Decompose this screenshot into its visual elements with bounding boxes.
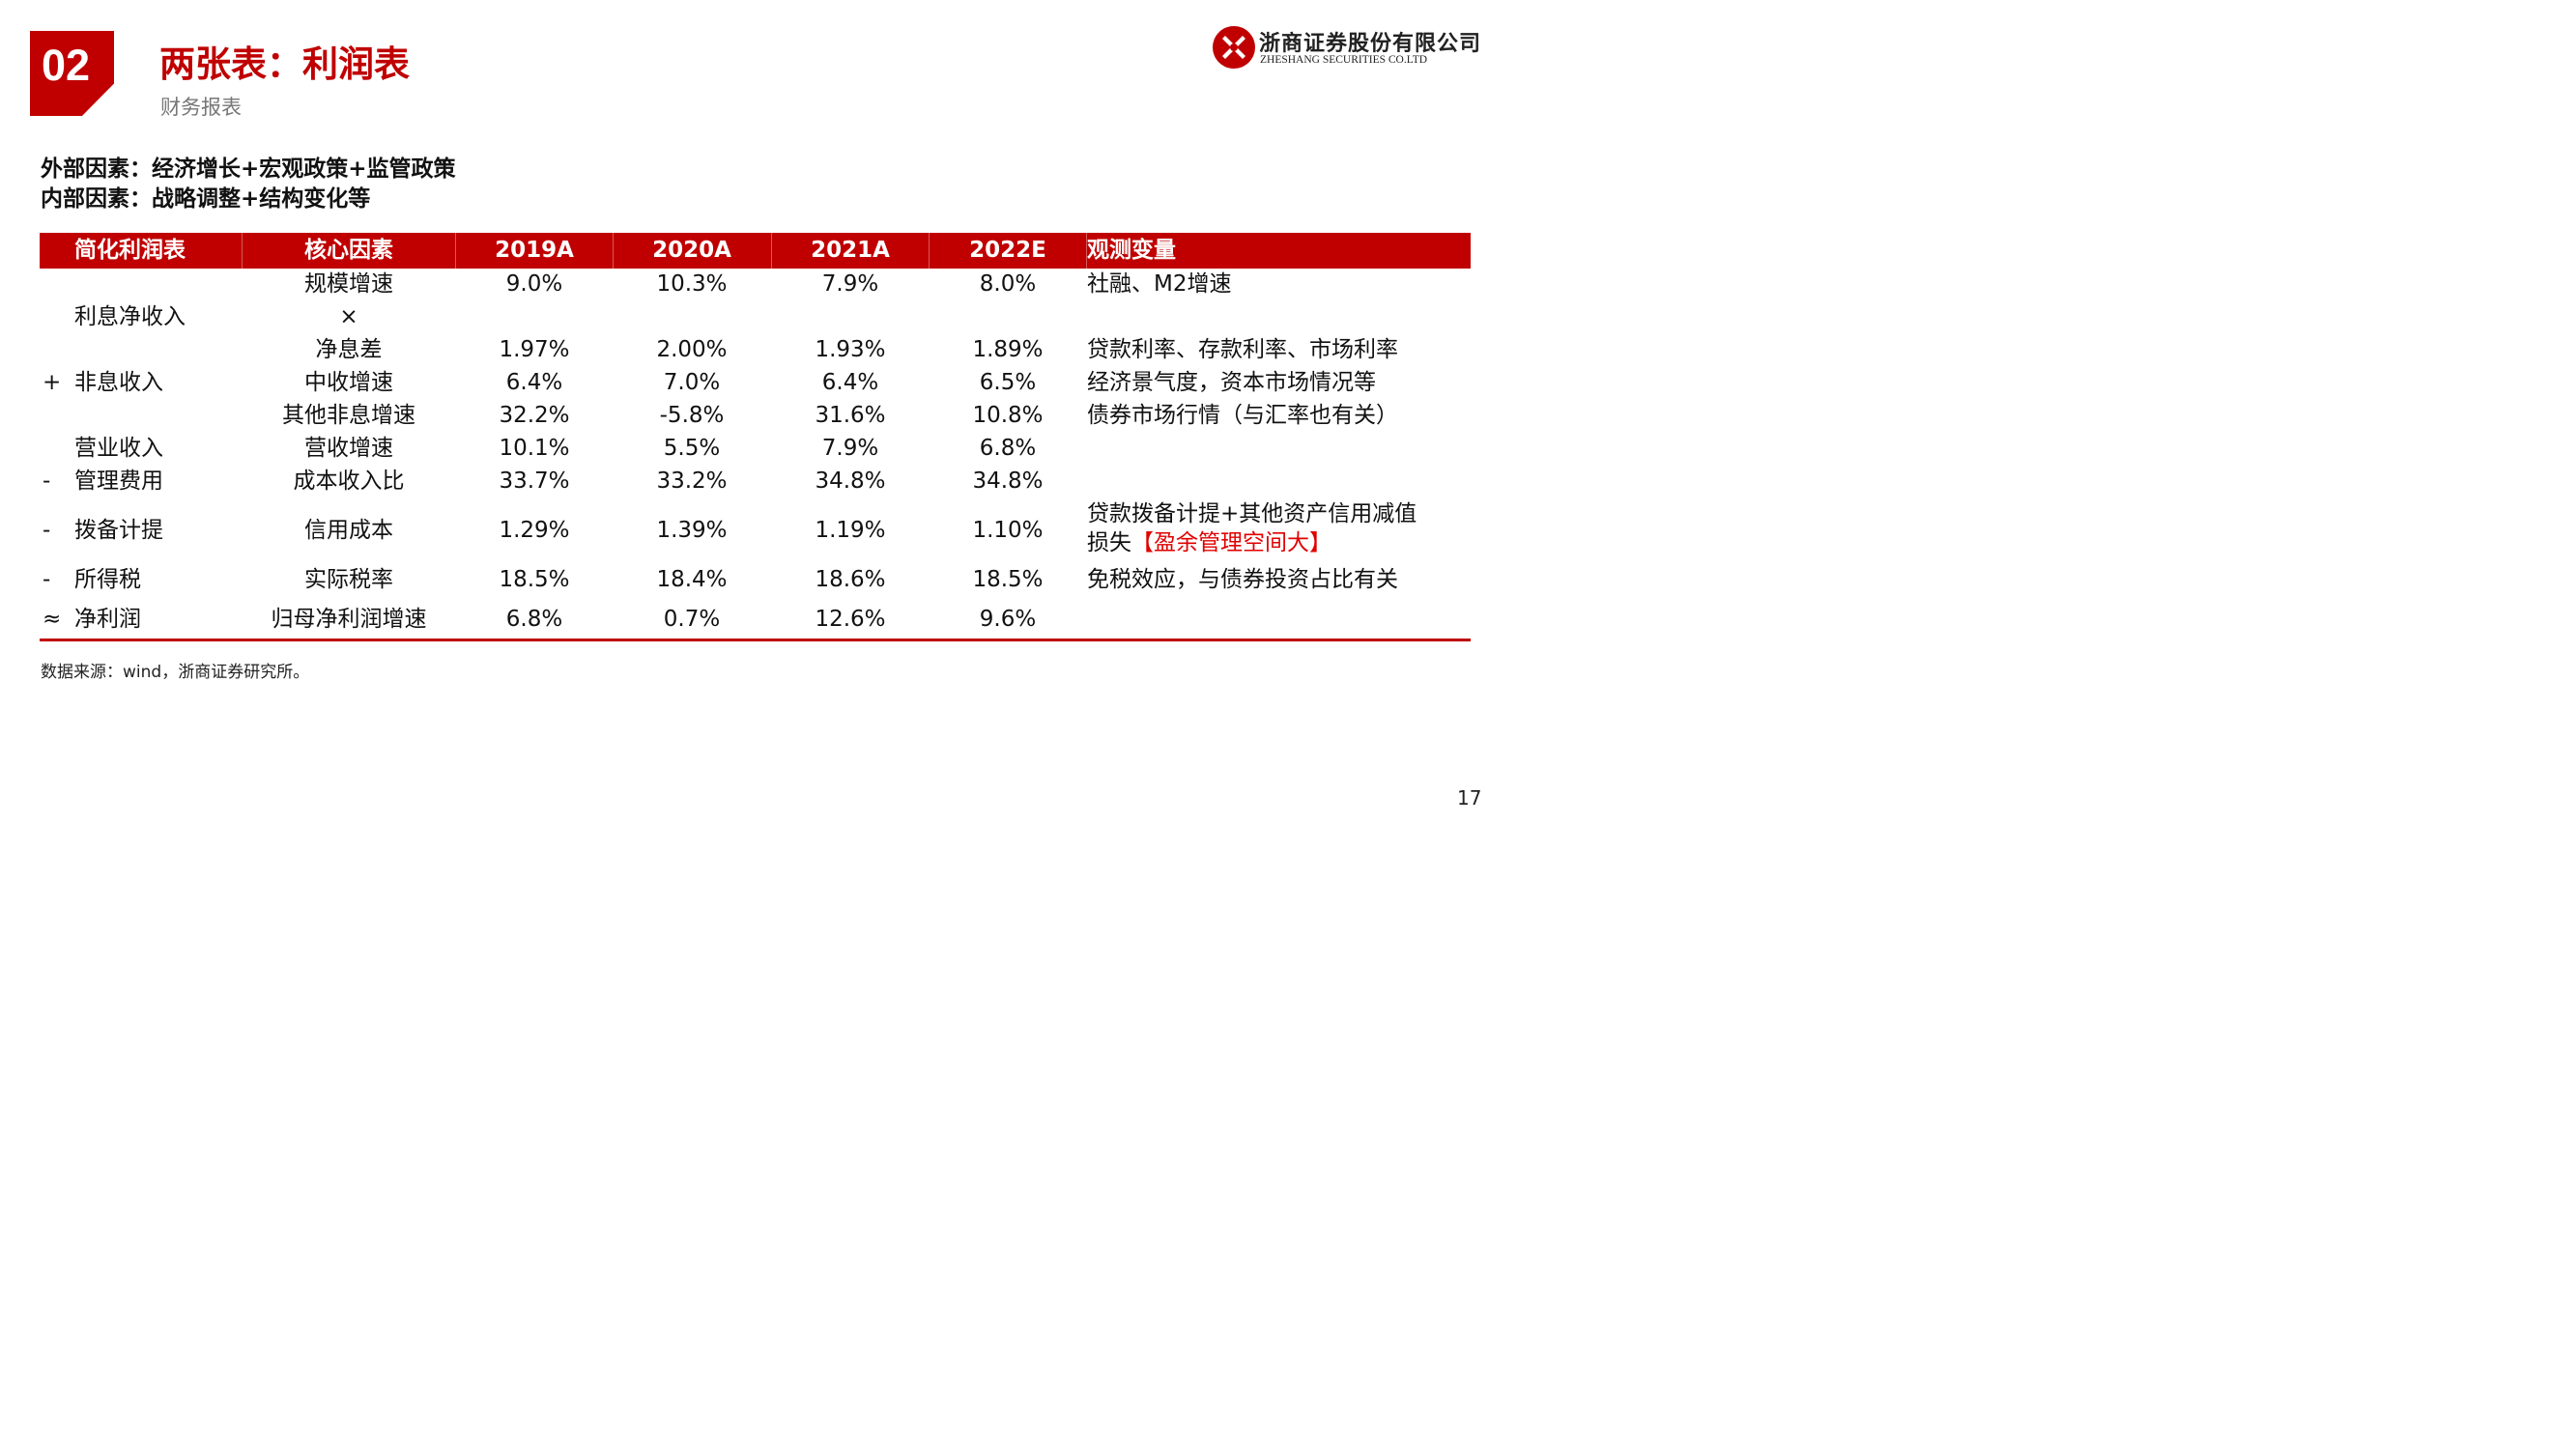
cell-factor: 规模增速: [304, 271, 393, 297]
header-divider: [242, 233, 243, 269]
cell-2019: 18.5%: [499, 567, 570, 592]
cell-observe-line2: 损失【盈余管理空间大】: [1087, 529, 1331, 556]
header-divider: [771, 233, 772, 269]
cell-factor: 营收增速: [304, 436, 393, 461]
cell-2019: 6.4%: [505, 370, 563, 395]
cell-sign: ≈: [43, 607, 62, 632]
data-source-note: 数据来源：wind，浙商证券研究所。: [41, 663, 310, 682]
cell-2021: 31.6%: [815, 403, 886, 428]
header-2022: 2022E: [969, 238, 1046, 263]
table-bottom-rule: [40, 639, 1471, 641]
cell-2019: 9.0%: [505, 271, 563, 297]
cell-2021: 1.93%: [815, 337, 886, 362]
cell-observe: 经济景气度，资本市场情况等: [1087, 370, 1376, 395]
cell-item: 拨备计提: [74, 518, 163, 543]
header-statement: 简化利润表: [74, 238, 186, 263]
cell-observe: 免税效应，与债券投资占比有关: [1087, 567, 1398, 592]
cell-observe: 债券市场行情（与汇率也有关）: [1087, 403, 1398, 428]
cell-sign: +: [43, 370, 62, 395]
company-name-cn: 浙商证券股份有限公司: [1259, 32, 1482, 56]
cell-item: 管理费用: [74, 469, 163, 494]
company-logo-icon: [1213, 26, 1255, 69]
factors-block: 外部因素：经济增长+宏观政策+监管政策 内部因素：战略调整+结构变化等: [41, 155, 456, 214]
cell-2020: 5.5%: [663, 436, 721, 461]
cell-factor: 净息差: [315, 337, 383, 362]
cell-2020: 2.00%: [656, 337, 728, 362]
cell-factor: 实际税率: [304, 567, 393, 592]
external-factors: 外部因素：经济增长+宏观政策+监管政策: [41, 156, 456, 182]
cell-2021: 7.9%: [821, 271, 879, 297]
cell-2019: 10.1%: [499, 436, 570, 461]
cell-2021: 1.19%: [815, 518, 886, 543]
cell-2020: 0.7%: [663, 607, 721, 632]
cell-2022: 8.0%: [979, 271, 1037, 297]
cell-factor: 其他非息增速: [282, 403, 415, 428]
page-number: 17: [1457, 786, 1482, 810]
cell-2019: 33.7%: [499, 469, 570, 494]
cell-2021: 18.6%: [815, 567, 886, 592]
cell-observe: 贷款拨备计提+其他资产信用减值: [1087, 501, 1417, 526]
income-statement-table: 简化利润表 核心因素 2019A 2020A 2021A 2022E 观测变量 …: [40, 233, 1471, 641]
cell-2022: 1.10%: [972, 518, 1044, 543]
header-2020: 2020A: [652, 238, 731, 263]
cell-item: 非息收入: [74, 370, 163, 395]
cell-item: 营业收入: [74, 436, 163, 461]
cell-item: 净利润: [74, 607, 141, 632]
page-subtitle: 财务报表: [160, 96, 242, 119]
cell-factor: ×: [339, 304, 358, 329]
cell-factor: 信用成本: [304, 518, 393, 543]
cell-2020: -5.8%: [659, 403, 725, 428]
cell-factor: 归母净利润增速: [271, 607, 427, 632]
cell-2019: 6.8%: [505, 607, 563, 632]
cell-sign: -: [43, 567, 51, 592]
cell-factor: 中收增速: [304, 370, 393, 395]
cell-2020: 7.0%: [663, 370, 721, 395]
cell-observe: 社融、M2增速: [1087, 271, 1232, 297]
header-observe: 观测变量: [1087, 238, 1176, 263]
internal-factors: 内部因素：战略调整+结构变化等: [41, 186, 371, 212]
cell-sign: -: [43, 518, 51, 543]
cell-factor: 成本收入比: [293, 469, 405, 494]
observe-line2-text: 损失: [1087, 530, 1131, 555]
cell-2022: 18.5%: [972, 567, 1044, 592]
cell-sign: -: [43, 469, 51, 494]
section-number-badge: 02: [30, 31, 114, 116]
header-divider: [929, 233, 930, 269]
header-divider: [1086, 233, 1087, 269]
section-number: 02: [42, 41, 91, 90]
company-logo: 浙商证券股份有限公司 ZHESHANG SECURITIES CO.LTD: [1212, 25, 1480, 73]
cell-2020: 33.2%: [656, 469, 728, 494]
cell-2022: 6.8%: [979, 436, 1037, 461]
cell-2022: 1.89%: [972, 337, 1044, 362]
cell-2019: 32.2%: [499, 403, 570, 428]
header-divider: [613, 233, 614, 269]
cell-2021: 34.8%: [815, 469, 886, 494]
cell-2022: 10.8%: [972, 403, 1044, 428]
cell-2020: 10.3%: [656, 271, 728, 297]
cell-2022: 9.6%: [979, 607, 1037, 632]
page-title: 两张表：利润表: [159, 43, 410, 85]
cell-2021: 6.4%: [821, 370, 879, 395]
observe-highlight: 【盈余管理空间大】: [1131, 530, 1331, 555]
cell-2021: 7.9%: [821, 436, 879, 461]
cell-2022: 6.5%: [979, 370, 1037, 395]
cell-item: 所得税: [74, 567, 141, 592]
table-body: 规模增速 9.0% 10.3% 7.9% 8.0% 社融、M2增速 利息净收入 …: [40, 269, 1471, 640]
cell-2020: 18.4%: [656, 567, 728, 592]
table-header: 简化利润表 核心因素 2019A 2020A 2021A 2022E 观测变量: [40, 233, 1471, 269]
cell-observe: 贷款利率、存款利率、市场利率: [1087, 337, 1398, 362]
cell-2019: 1.29%: [499, 518, 570, 543]
header-divider: [455, 233, 456, 269]
company-name-en: ZHESHANG SECURITIES CO.LTD: [1260, 54, 1428, 66]
cell-2021: 12.6%: [815, 607, 886, 632]
cell-2020: 1.39%: [656, 518, 728, 543]
cell-2019: 1.97%: [499, 337, 570, 362]
header-2021: 2021A: [811, 238, 890, 263]
cell-2022: 34.8%: [972, 469, 1044, 494]
header-2019: 2019A: [495, 238, 574, 263]
cell-item: 利息净收入: [74, 304, 186, 329]
header-core-factor: 核心因素: [304, 238, 393, 263]
